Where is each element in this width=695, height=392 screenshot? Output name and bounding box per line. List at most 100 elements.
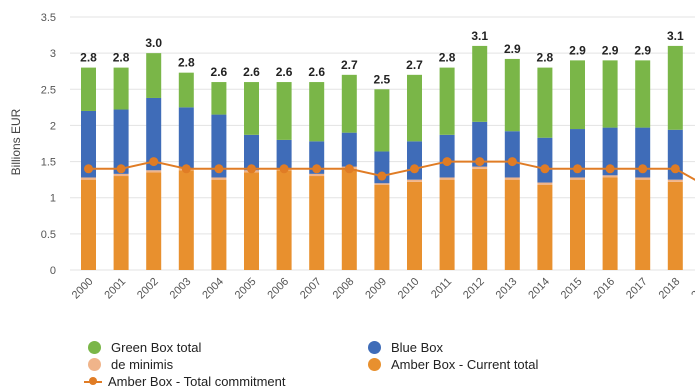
y-tick-label: 0 <box>50 265 56 277</box>
bar-segment-amber-box-current-total <box>602 177 618 270</box>
total-data-label: 3.0 <box>145 36 162 50</box>
bar-segment-green-box-total <box>635 60 651 128</box>
bar-segment-amber-box-current-total <box>504 179 520 270</box>
legend-item-amber-current[interactable]: Amber Box - Current total <box>368 357 538 372</box>
bar-segment-amber-box-current-total <box>667 181 683 270</box>
y-tick-label: 1.5 <box>41 157 56 169</box>
bar-segment-amber-box-current-total <box>146 172 162 270</box>
commitment-point <box>638 164 648 174</box>
bar-segment-green-box-total <box>570 60 585 130</box>
data-labels: 2.8 2.8 3.0 2.8 2.6 2.6 2.6 2.6 2.7 2.5 2.7 2.8 3.1 2… <box>80 29 684 86</box>
bar-segment-blue-box <box>178 107 194 169</box>
total-data-label: 2.7 <box>341 58 358 72</box>
x-tick-label: 2002 <box>135 276 161 302</box>
y-tick-label: 2 <box>50 120 56 132</box>
bar-segment-blue-box <box>439 134 455 178</box>
bar-segment-de-minimis <box>374 183 390 185</box>
legend-item-blue-box[interactable]: Blue Box <box>368 340 443 355</box>
bar-segment-de-minimis <box>439 177 455 180</box>
legend: Green Box total de minimis Amber Box - T… <box>84 338 688 392</box>
bar-segment-green-box-total <box>341 74 357 133</box>
total-data-label: 2.5 <box>374 72 391 86</box>
y-tick-label: 3 <box>50 48 56 60</box>
commitment-point <box>181 164 191 174</box>
commitment-point <box>247 164 256 174</box>
y-tick-label: 0.5 <box>41 229 56 241</box>
y-tick-labels: 0 0.5 1 1.5 2 2.5 3 3.5 <box>41 12 56 277</box>
x-tick-labels: 2000 2001 2002 2003 2004 2005 2006 2007 2008 2009… <box>70 276 695 302</box>
legend-label-de-minimis: de minimis <box>111 357 174 372</box>
bar-segment-green-box-total <box>276 82 292 140</box>
blue-dot-icon <box>368 341 381 354</box>
bar-segment-blue-box <box>472 121 488 167</box>
line-marker-icon <box>84 375 102 388</box>
bar-segment-amber-box-current-total <box>341 168 357 270</box>
legend-label-amber-commitment: Amber Box - Total commitment <box>108 374 286 389</box>
bar-segment-blue-box <box>635 127 651 178</box>
bar-segment-green-box-total <box>504 58 520 132</box>
total-data-label: 2.7 <box>406 58 423 72</box>
bar-segment-blue-box <box>146 97 162 171</box>
legend-label-amber-current: Amber Box - Current total <box>391 357 539 372</box>
y-tick-label: 1 <box>50 193 56 205</box>
x-tick-label: 2005 <box>233 276 259 302</box>
legend-item-amber-commitment[interactable]: Amber Box - Total commitment <box>84 374 285 389</box>
bar-segment-amber-box-current-total <box>309 176 325 270</box>
commitment-point <box>279 164 289 174</box>
legend-item-green-box[interactable]: Green Box total <box>88 340 201 355</box>
legend-item-de-minimis[interactable]: de minimis <box>88 357 173 372</box>
x-tick-label: 2008 <box>331 276 357 302</box>
bar-segment-green-box-total <box>211 82 227 115</box>
bar-segment-amber-box-current-total <box>178 170 194 270</box>
commitment-point <box>670 164 680 174</box>
total-data-label: 2.8 <box>439 51 456 65</box>
bar-segment-blue-box <box>504 131 520 178</box>
total-data-label: 2.8 <box>178 56 195 70</box>
bar-segment-amber-box-current-total <box>81 179 96 270</box>
total-data-label: 2.6 <box>276 65 293 79</box>
bar-segment-de-minimis <box>472 166 488 169</box>
bar-segment-de-minimis <box>602 175 618 178</box>
green-dot-icon <box>88 341 101 354</box>
commitment-line <box>84 157 695 181</box>
bar-segment-blue-box <box>570 129 585 178</box>
x-tick-label: 2001 <box>102 276 128 302</box>
peach-dot-icon <box>88 358 101 371</box>
bar-segment-green-box-total <box>309 82 325 142</box>
bar-segment-amber-box-current-total <box>374 184 390 270</box>
bar-segment-green-box-total <box>602 60 618 128</box>
commitment-point <box>540 164 550 174</box>
chart: Billions EUR 0 0.5 1 1.5 2 2.5 3 3.5 2.8 2.8 3.0 2… <box>9 12 695 302</box>
bar-segment-green-box-total <box>407 74 422 142</box>
x-tick-label: 2017 <box>624 276 650 302</box>
bar-segment-de-minimis <box>570 177 585 180</box>
bar-segment-green-box-total <box>146 53 162 98</box>
bar-segment-blue-box <box>309 141 325 174</box>
bar-segment-green-box-total <box>113 67 129 110</box>
bar-segment-green-box-total <box>537 67 553 138</box>
bar-segment-amber-box-current-total <box>472 168 488 270</box>
x-tick-label: 2019 <box>689 276 695 302</box>
bar-segment-blue-box <box>211 114 227 178</box>
commitment-point <box>377 171 387 181</box>
x-tick-label: 2018 <box>657 276 683 302</box>
bar-segment-de-minimis <box>504 177 520 180</box>
total-data-label: 2.9 <box>504 42 521 56</box>
y-tick-label: 3.5 <box>41 12 56 24</box>
bar-segment-green-box-total <box>244 82 259 135</box>
bar-segment-blue-box <box>341 132 357 167</box>
total-data-label: 2.8 <box>537 51 554 65</box>
bar-segment-amber-box-current-total <box>537 184 553 270</box>
total-data-label: 2.8 <box>113 51 130 65</box>
x-tick-label: 2003 <box>168 276 194 302</box>
x-tick-label: 2012 <box>461 276 487 302</box>
x-tick-label: 2011 <box>429 276 454 301</box>
y-axis-label: Billions EUR <box>9 108 23 175</box>
x-tick-label: 2014 <box>526 276 552 302</box>
bar-segment-green-box-total <box>472 45 488 122</box>
bar-segment-blue-box <box>244 134 259 171</box>
commitment-point <box>573 164 582 174</box>
x-tick-label: 2013 <box>494 276 520 302</box>
legend-label-blue-box: Blue Box <box>391 340 444 355</box>
bar-segment-amber-box-current-total <box>113 176 129 270</box>
